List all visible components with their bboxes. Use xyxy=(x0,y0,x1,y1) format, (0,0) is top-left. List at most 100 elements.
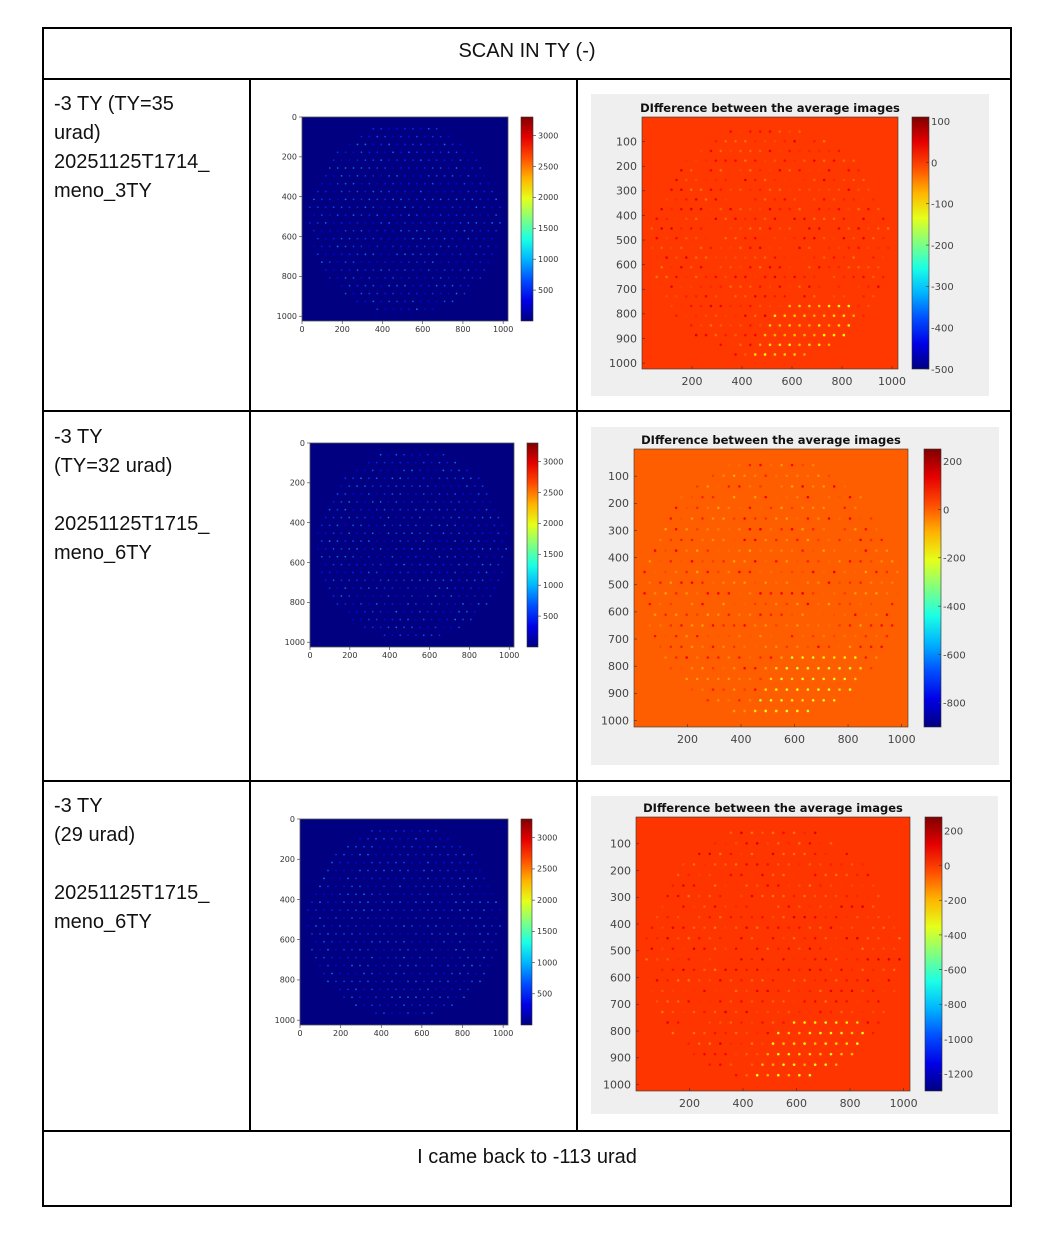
spot xyxy=(806,517,810,520)
spot xyxy=(340,516,343,519)
spot xyxy=(388,284,391,287)
spot xyxy=(796,581,799,584)
spot xyxy=(808,227,811,230)
spot xyxy=(324,222,327,224)
spot xyxy=(769,527,773,531)
spot xyxy=(738,506,741,510)
spot xyxy=(803,295,806,298)
spot xyxy=(359,869,361,872)
spot xyxy=(774,624,778,627)
spot xyxy=(487,261,490,264)
spot xyxy=(415,524,417,527)
spot xyxy=(748,613,752,617)
spot xyxy=(706,677,710,681)
spot xyxy=(473,532,476,535)
spot xyxy=(447,917,449,919)
spot xyxy=(798,926,801,929)
spot xyxy=(852,178,855,182)
spot xyxy=(875,592,878,595)
spot xyxy=(455,276,458,279)
spot xyxy=(859,517,862,520)
spot xyxy=(331,909,333,912)
spot xyxy=(850,926,854,929)
spot xyxy=(708,957,712,961)
spot xyxy=(423,308,426,311)
spot xyxy=(351,853,353,856)
spot xyxy=(840,1031,843,1035)
spot xyxy=(379,956,381,959)
spot xyxy=(753,688,757,691)
spot xyxy=(750,1021,754,1024)
difference-image-plot: 200 400 600 800 1000 100 200 300 400 500 600 700 800… xyxy=(591,94,989,396)
spot xyxy=(335,853,337,856)
spot xyxy=(463,261,466,264)
spot xyxy=(415,980,417,983)
spot xyxy=(763,198,767,201)
spot xyxy=(892,968,896,972)
spot xyxy=(466,563,468,566)
spot xyxy=(454,602,457,605)
spot xyxy=(685,677,688,681)
spot xyxy=(758,169,762,172)
colorbar-tick-label: -200 xyxy=(944,896,967,907)
spot xyxy=(463,853,465,856)
spot xyxy=(740,1000,743,1003)
spot xyxy=(796,602,799,606)
divider xyxy=(42,410,1012,412)
spot xyxy=(487,964,489,967)
spot xyxy=(399,1012,401,1015)
spot xyxy=(332,269,335,271)
spot xyxy=(852,217,855,221)
spot xyxy=(734,947,738,951)
spot xyxy=(713,989,717,993)
spot xyxy=(412,253,414,256)
spot xyxy=(852,314,855,317)
spot xyxy=(356,269,359,271)
spot xyxy=(748,592,752,595)
spot xyxy=(400,261,402,264)
spot xyxy=(682,884,685,887)
spot xyxy=(404,190,406,193)
spot xyxy=(808,304,811,308)
spot xyxy=(415,151,418,154)
spot xyxy=(360,524,362,527)
spot xyxy=(744,353,747,356)
spot xyxy=(713,926,717,929)
spot xyxy=(422,618,425,621)
spot xyxy=(469,571,472,574)
spot xyxy=(344,229,347,232)
spot xyxy=(344,151,347,154)
spot xyxy=(418,516,421,519)
spot xyxy=(680,624,683,627)
spot xyxy=(750,936,754,940)
spot xyxy=(407,555,409,558)
spot xyxy=(813,915,817,919)
spot xyxy=(734,842,738,845)
spot xyxy=(434,548,437,550)
spot xyxy=(803,333,806,337)
spot xyxy=(403,610,406,613)
spot xyxy=(817,559,820,563)
spot xyxy=(379,1004,381,1007)
spot xyxy=(497,532,500,535)
spot xyxy=(778,207,782,211)
spot xyxy=(379,516,382,519)
spot xyxy=(704,295,708,298)
spot xyxy=(739,227,742,230)
spot xyxy=(666,957,669,961)
spot xyxy=(419,972,421,975)
spot xyxy=(376,292,379,295)
spot xyxy=(347,909,349,912)
spot xyxy=(312,229,315,232)
spot xyxy=(753,666,757,670)
spot xyxy=(753,198,757,201)
spot xyxy=(408,308,410,311)
spot xyxy=(415,996,417,999)
spot xyxy=(430,618,433,621)
spot xyxy=(856,873,859,877)
spot xyxy=(882,989,885,993)
spot xyxy=(435,877,437,880)
spot xyxy=(356,579,358,582)
spot xyxy=(771,979,775,982)
spot xyxy=(773,295,777,298)
